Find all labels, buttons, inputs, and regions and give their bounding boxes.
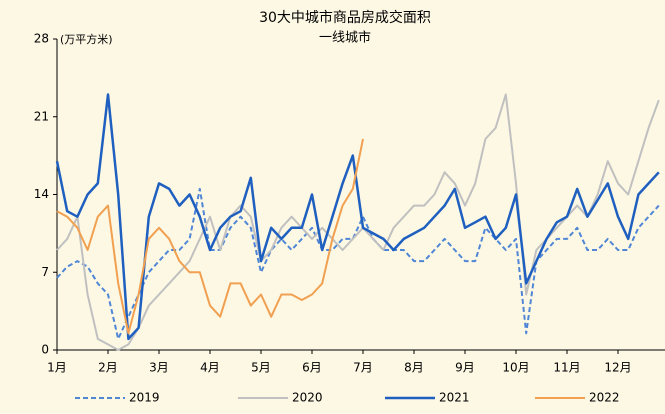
x-tick-label: 3月 — [149, 361, 169, 375]
y-tick-label: 14 — [34, 187, 49, 201]
y-tick-label: 7 — [41, 265, 49, 279]
x-tick-label: 8月 — [404, 361, 424, 375]
legend-label: 2020 — [292, 391, 323, 405]
y-axis-label: (万平方米) — [60, 32, 113, 46]
x-tick-label: 4月 — [200, 361, 220, 375]
y-tick-label: 21 — [34, 109, 49, 123]
x-tick-label: 12月 — [604, 361, 631, 375]
x-tick-label: 1月 — [47, 361, 67, 375]
legend-label: 2021 — [439, 391, 470, 405]
legend-label: 2022 — [589, 391, 620, 405]
x-tick-label: 11月 — [553, 361, 580, 375]
x-tick-label: 6月 — [302, 361, 322, 375]
legend-label: 2019 — [129, 391, 160, 405]
x-tick-label: 10月 — [502, 361, 529, 375]
x-tick-label: 9月 — [455, 361, 475, 375]
series-line — [55, 93, 660, 341]
y-tick-label: 0 — [41, 343, 49, 357]
x-tick-label: 5月 — [251, 361, 271, 375]
y-tick-label: 28 — [34, 32, 49, 46]
series-line — [56, 138, 364, 335]
chart-title: 30大中城市商品房成交面积 — [259, 9, 431, 26]
series-line — [56, 93, 660, 351]
x-tick-label: 2月 — [98, 361, 118, 375]
x-tick-label: 7月 — [353, 361, 373, 375]
chart-subtitle: 一线城市 — [319, 30, 371, 46]
series-line — [56, 187, 660, 340]
